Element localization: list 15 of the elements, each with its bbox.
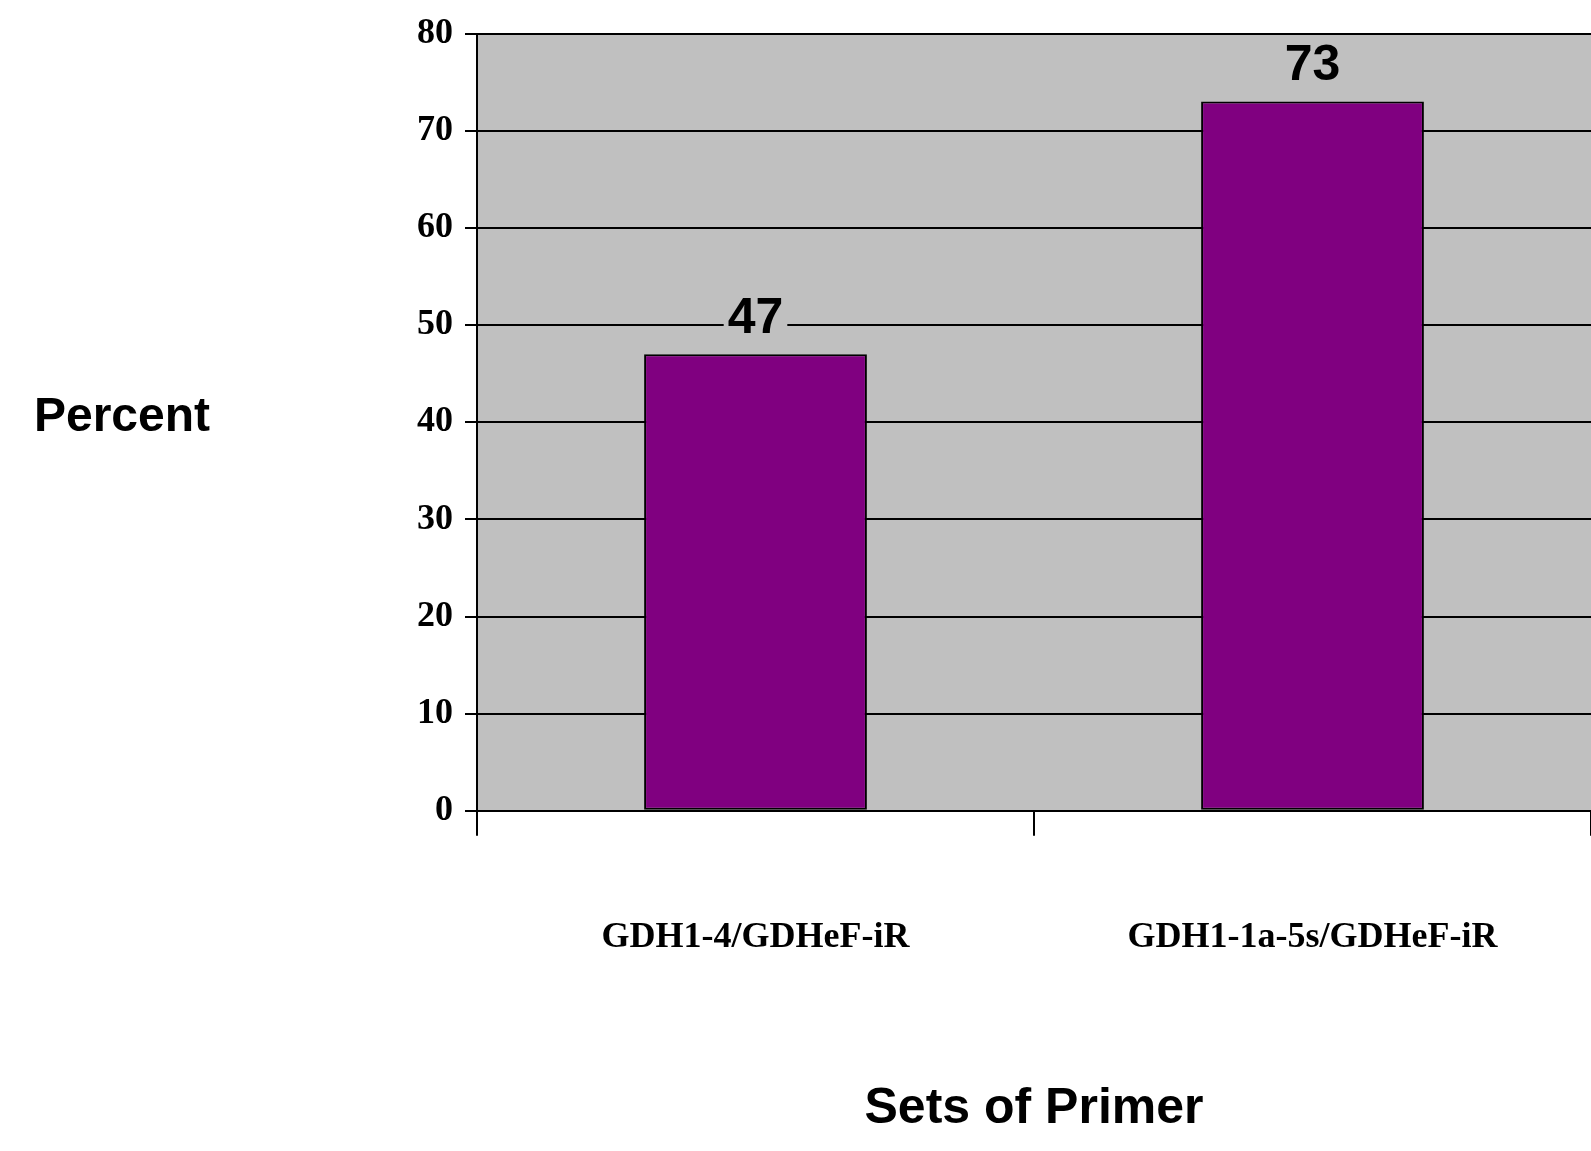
y-tick-label: 40 xyxy=(417,399,453,440)
y-tick-label: 0 xyxy=(435,788,453,829)
y-tick-label: 70 xyxy=(417,108,453,149)
y-tick-label: 10 xyxy=(417,690,453,731)
y-axis-title: Percent xyxy=(33,388,211,442)
y-tick-label: 20 xyxy=(417,593,453,634)
y-tick-label: 30 xyxy=(417,496,453,537)
x-axis-title: Sets of Primer xyxy=(864,1077,1204,1134)
y-tick-label: 60 xyxy=(417,205,453,246)
y-tick-label: 50 xyxy=(417,302,453,343)
data-label: 47 xyxy=(727,287,784,344)
x-tick-label: GDH1-1a-5s/GDHeF-iR xyxy=(1127,914,1499,955)
y-tick-label: 80 xyxy=(417,10,453,51)
data-label: 73 xyxy=(1284,35,1341,92)
x-tick-label: GDH1-4/GDHeF-iR xyxy=(601,914,911,955)
